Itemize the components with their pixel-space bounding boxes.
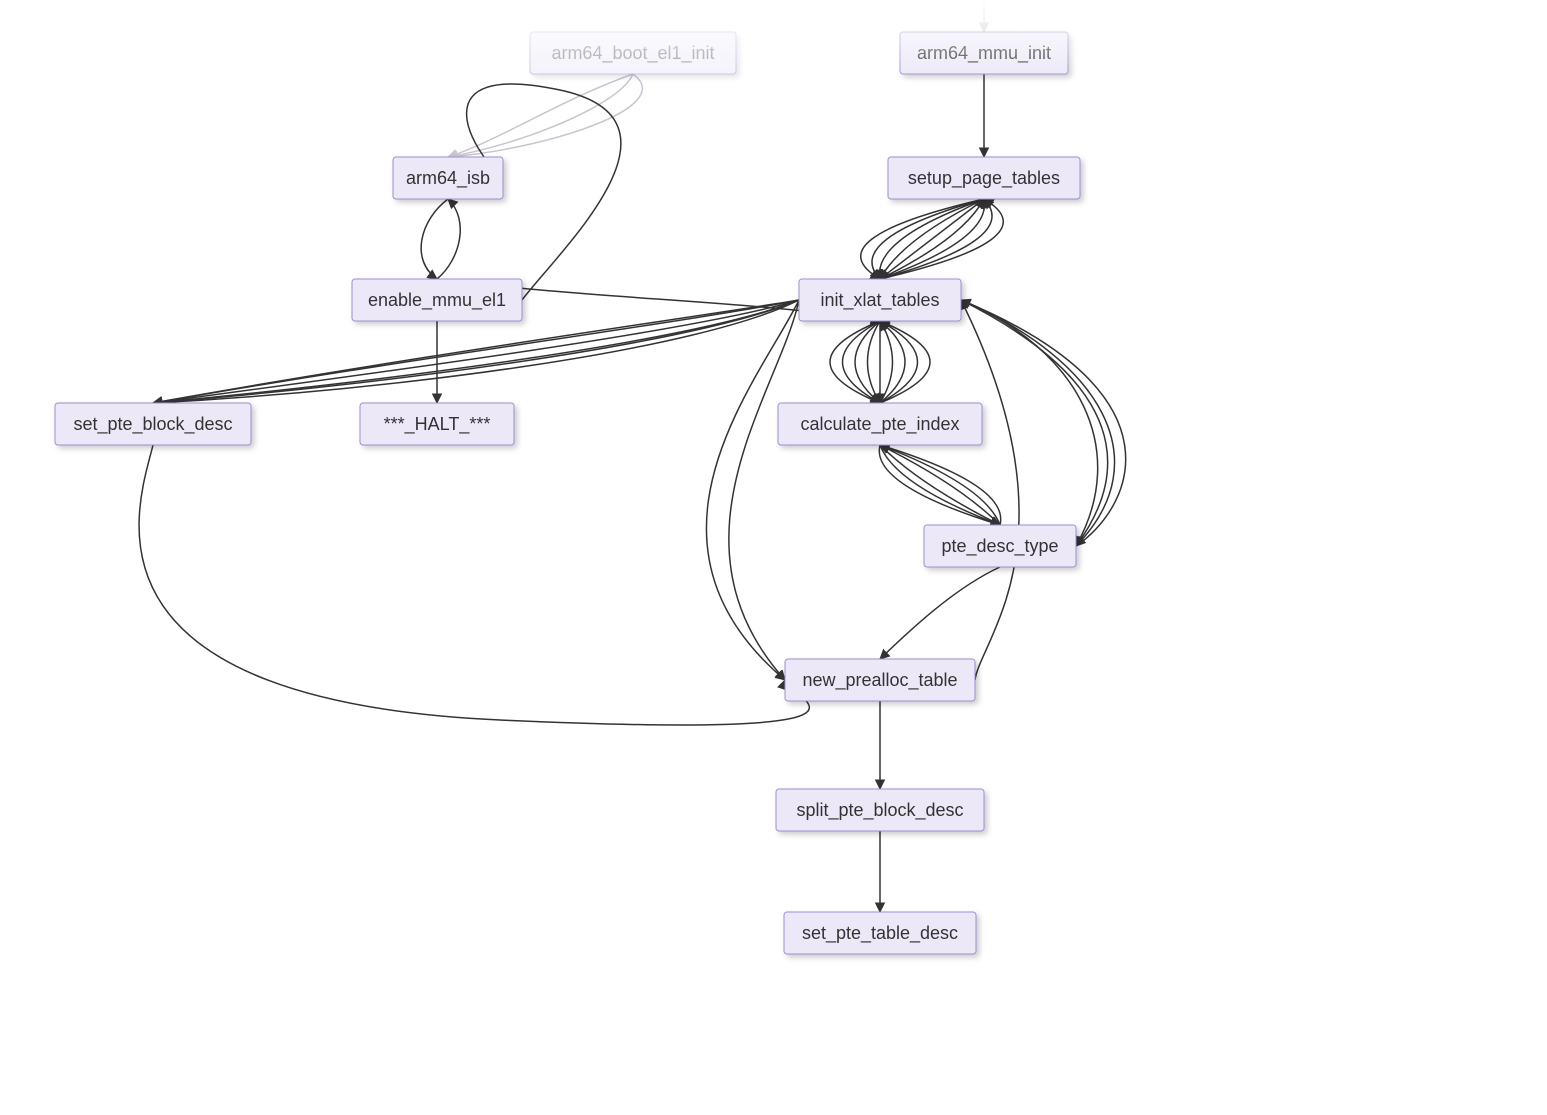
node-setup[interactable]: setup_page_tables bbox=[888, 157, 1080, 199]
node-settbl[interactable]: set_pte_table_desc bbox=[784, 912, 976, 954]
edge bbox=[880, 445, 1000, 525]
node-label-isb: arm64_isb bbox=[406, 168, 490, 189]
node-label-calc: calculate_pte_index bbox=[800, 414, 959, 435]
edge bbox=[861, 199, 984, 279]
edge bbox=[880, 199, 1003, 279]
edge bbox=[961, 300, 1126, 546]
edge bbox=[879, 445, 1000, 525]
edge bbox=[880, 445, 1000, 525]
edge bbox=[880, 199, 984, 279]
node-label-ptype: pte_desc_type bbox=[941, 536, 1058, 557]
node-halt[interactable]: ***_HALT_*** bbox=[360, 403, 514, 445]
node-prealloc[interactable]: new_prealloc_table bbox=[785, 659, 975, 701]
node-label-prealloc: new_prealloc_table bbox=[802, 670, 957, 691]
callgraph-diagram: arm64_boot_el1_initarm64_mmu_initarm64_i… bbox=[0, 0, 1547, 1115]
node-label-settbl: set_pte_table_desc bbox=[802, 923, 958, 944]
top-fade bbox=[0, 0, 1547, 80]
node-split[interactable]: split_pte_block_desc bbox=[776, 789, 984, 831]
node-label-enable: enable_mmu_el1 bbox=[368, 290, 506, 311]
node-label-halt: ***_HALT_*** bbox=[384, 414, 491, 435]
edge bbox=[880, 445, 1000, 525]
node-enable[interactable]: enable_mmu_el1 bbox=[352, 279, 522, 321]
node-ptype[interactable]: pte_desc_type bbox=[924, 525, 1076, 567]
edge bbox=[880, 567, 1000, 659]
edge bbox=[880, 445, 1000, 525]
edge bbox=[139, 445, 809, 725]
node-calc[interactable]: calculate_pte_index bbox=[778, 403, 982, 445]
edge bbox=[868, 321, 881, 403]
node-label-split: split_pte_block_desc bbox=[796, 800, 963, 821]
edge bbox=[880, 321, 893, 403]
edge bbox=[729, 300, 799, 680]
edge bbox=[706, 300, 799, 680]
node-label-block: set_pte_block_desc bbox=[73, 414, 232, 435]
node-isb[interactable]: arm64_isb bbox=[393, 157, 503, 199]
node-block[interactable]: set_pte_block_desc bbox=[55, 403, 251, 445]
edge bbox=[880, 445, 1001, 525]
node-init[interactable]: init_xlat_tables bbox=[799, 279, 961, 321]
edge bbox=[421, 199, 448, 279]
edge bbox=[437, 199, 460, 279]
node-label-init: init_xlat_tables bbox=[820, 290, 939, 311]
node-label-setup: setup_page_tables bbox=[908, 168, 1060, 189]
